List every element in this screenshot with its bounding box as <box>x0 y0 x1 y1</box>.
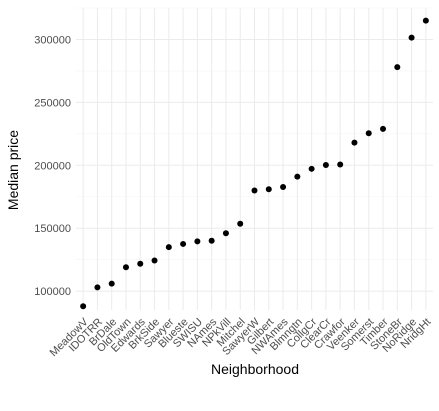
data-point <box>337 161 344 168</box>
data-point <box>265 186 272 193</box>
data-point <box>165 244 172 251</box>
x-axis-title: Neighborhood <box>211 361 299 377</box>
y-tick-label: 100000 <box>34 286 71 298</box>
data-point <box>351 139 358 146</box>
data-point <box>122 264 129 271</box>
data-points <box>80 17 429 310</box>
data-point <box>365 130 372 137</box>
y-tick-label: 300000 <box>34 34 71 46</box>
data-point <box>422 17 429 24</box>
y-tick-label: 150000 <box>34 223 71 235</box>
data-point <box>151 257 158 264</box>
y-tick-label: 200000 <box>34 160 71 172</box>
y-tick-labels: 100000 150000 200000 250000 300000 <box>34 34 71 298</box>
data-point <box>380 125 387 132</box>
data-point <box>394 64 401 71</box>
data-point <box>251 187 258 194</box>
data-point <box>80 303 87 310</box>
data-point <box>108 280 115 287</box>
data-point <box>222 230 229 237</box>
x-tick-labels: MeadowVIDOTRRBrDaleOldTownEdwardsBrkSide… <box>48 316 434 360</box>
data-point <box>294 173 301 180</box>
data-point <box>137 260 144 267</box>
data-point <box>408 34 415 41</box>
grid <box>76 7 433 310</box>
data-point <box>94 284 101 291</box>
data-point <box>208 237 215 244</box>
data-point <box>322 161 329 168</box>
y-tick-label: 250000 <box>34 97 71 109</box>
data-point <box>280 183 287 190</box>
data-point <box>237 220 244 227</box>
y-axis-title: Median price <box>5 130 21 210</box>
data-point <box>180 240 187 247</box>
data-point <box>194 238 201 245</box>
data-point <box>308 165 315 172</box>
